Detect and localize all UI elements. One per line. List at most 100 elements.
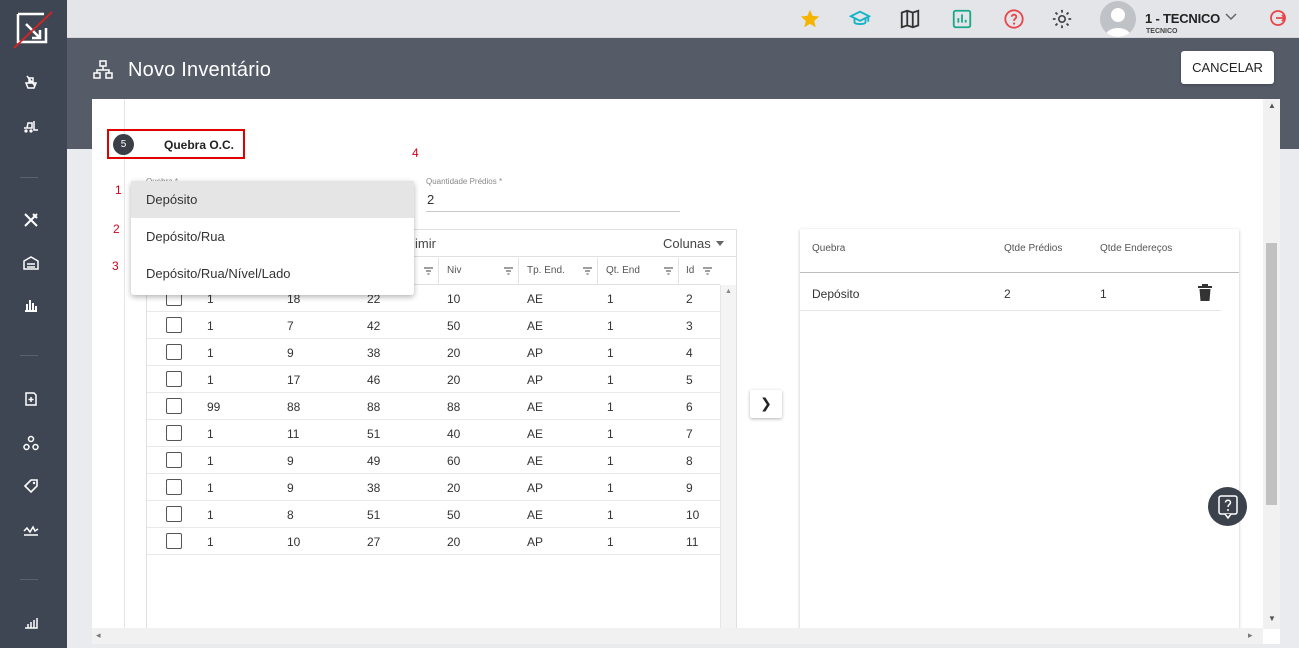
column-header-qt-end[interactable]: Qt. End: [606, 265, 640, 276]
table-row[interactable]: 1 17 46 20 AP 1 5: [147, 366, 720, 393]
table-scrollbar[interactable]: ▲: [720, 285, 736, 628]
sidebar-item-reports[interactable]: [21, 296, 41, 314]
table-row[interactable]: 1 9 38 20 AP 1 4: [147, 339, 720, 366]
dropdown-option-deposito-rua-nivel-lado[interactable]: Depósito/Rua/Nível/Lado: [146, 266, 291, 281]
table-cell: 10: [287, 535, 301, 549]
column-header-qtde-enderecos[interactable]: Qtde Endereços: [1100, 243, 1173, 254]
column-header-id[interactable]: Id: [686, 265, 695, 276]
quantidade-predios-field[interactable]: 2: [427, 192, 435, 207]
scroll-left-icon[interactable]: ◂: [96, 630, 101, 640]
table-row[interactable]: 1 7 42 50 AE 1 3: [147, 312, 720, 339]
filter-icon[interactable]: [664, 267, 673, 275]
table-row[interactable]: 1 9 38 20 AP 1 9: [147, 474, 720, 501]
filter-icon[interactable]: [424, 267, 433, 275]
scroll-right-icon[interactable]: ▸: [1248, 630, 1253, 640]
user-name[interactable]: 1 - TECNICO: [1145, 11, 1221, 26]
trash-icon[interactable]: [1198, 284, 1212, 301]
training-button[interactable]: [848, 7, 872, 31]
table-cell: AE: [527, 319, 544, 333]
table-row[interactable]: 1 9 49 60 AE 1 8: [147, 447, 720, 474]
table-cell: AE: [527, 427, 544, 441]
table-row[interactable]: 1 18 22 10 AE 1 2: [147, 285, 720, 312]
document-add-icon: [25, 392, 37, 406]
sitemap-icon: [93, 60, 113, 79]
map-button[interactable]: [898, 7, 922, 31]
sidebar-item-tools[interactable]: [21, 211, 41, 229]
row-qtde-enderecos: 1: [1100, 287, 1107, 301]
column-header-qtde-predios[interactable]: Qtde Prédios: [1004, 243, 1063, 254]
user-role: TECNICO: [1146, 28, 1178, 35]
table-cell: 1: [607, 454, 614, 468]
table-row[interactable]: 99 88 88 88 AE 1 6: [147, 393, 720, 420]
sidebar-item-inventory[interactable]: [21, 73, 41, 91]
row-checkbox[interactable]: [166, 479, 182, 495]
sidebar-item-documents[interactable]: [21, 390, 41, 408]
help-top-button[interactable]: [1002, 7, 1026, 31]
table-cell: AE: [527, 400, 544, 414]
row-checkbox[interactable]: [166, 344, 182, 360]
dashboard-button[interactable]: [950, 7, 974, 31]
chevron-down-icon[interactable]: [1225, 12, 1237, 22]
help-circle-icon: [1004, 9, 1024, 29]
scroll-up-icon[interactable]: ▲: [1268, 101, 1276, 110]
sidebar-divider: [20, 355, 38, 356]
cancel-button[interactable]: CANCELAR: [1181, 51, 1274, 84]
column-header-quebra[interactable]: Quebra: [812, 243, 846, 254]
avatar[interactable]: [1100, 1, 1136, 37]
column-header-niv[interactable]: Niv: [447, 265, 462, 276]
warehouse-icon: [23, 256, 39, 270]
forklift-icon: [24, 121, 38, 133]
print-button[interactable]: imir: [415, 236, 436, 251]
sidebar-item-delivery[interactable]: [21, 117, 41, 135]
table-cell: AE: [527, 508, 544, 522]
scrollbar-thumb[interactable]: [1266, 243, 1277, 505]
table-cell: 1: [607, 400, 614, 414]
sidebar-item-activity[interactable]: [21, 521, 41, 539]
row-checkbox[interactable]: [166, 452, 182, 468]
sidebar-item-warehouse[interactable]: [21, 254, 41, 272]
table-row[interactable]: 1 10 27 20 AP 1 11: [147, 528, 720, 555]
columns-button[interactable]: Colunas: [663, 236, 711, 251]
scroll-down-icon[interactable]: ▼: [1268, 614, 1276, 623]
page-horizontal-scrollbar[interactable]: ◂ ▸: [92, 628, 1263, 644]
table-row[interactable]: 1 8 51 50 AE 1 10: [147, 501, 720, 528]
table-row[interactable]: 1 11 51 40 AE 1 7: [147, 420, 720, 447]
help-float-button[interactable]: [1208, 487, 1247, 526]
column-header-tp-end[interactable]: Tp. End.: [527, 265, 565, 276]
table-cell: 42: [367, 319, 381, 333]
sidebar-item-analytics[interactable]: [21, 613, 41, 631]
chart-icon: [25, 618, 38, 629]
table-toolbar: imir Colunas: [146, 230, 736, 257]
scroll-up-icon[interactable]: ▲: [725, 288, 732, 295]
filter-icon[interactable]: [583, 267, 592, 275]
dropdown-option-deposito[interactable]: Depósito: [131, 181, 414, 218]
move-right-button[interactable]: ❯: [750, 390, 782, 418]
sidebar-item-tags[interactable]: [21, 477, 41, 495]
page-vertical-scrollbar[interactable]: ▲ ▼: [1263, 99, 1280, 629]
table-cell: 38: [367, 481, 381, 495]
filter-icon[interactable]: [703, 267, 712, 275]
row-checkbox[interactable]: [166, 317, 182, 333]
row-checkbox[interactable]: [166, 506, 182, 522]
caret-down-icon[interactable]: [716, 241, 724, 246]
table-cell: AP: [527, 481, 544, 495]
app-logo-icon[interactable]: [12, 8, 54, 50]
table-cell: 20: [447, 346, 461, 360]
logout-icon[interactable]: [1268, 8, 1288, 28]
row-checkbox[interactable]: [166, 533, 182, 549]
favorites-button[interactable]: [798, 7, 822, 31]
table-cell: 88: [447, 400, 461, 414]
sidebar-divider: [20, 177, 38, 178]
settings-button[interactable]: [1050, 7, 1074, 31]
dropdown-option-deposito-rua[interactable]: Depósito/Rua: [146, 229, 225, 244]
table-cell: 88: [367, 400, 381, 414]
sidebar-item-structure[interactable]: [21, 434, 41, 452]
table-cell: 50: [447, 508, 461, 522]
filter-icon[interactable]: [504, 267, 513, 275]
row-checkbox[interactable]: [166, 425, 182, 441]
row-checkbox[interactable]: [166, 398, 182, 414]
row-qtde-predios: 2: [1004, 287, 1011, 301]
step-label[interactable]: Quebra O.C.: [164, 138, 235, 152]
row-checkbox[interactable]: [166, 371, 182, 387]
table-cell: 9: [287, 346, 294, 360]
